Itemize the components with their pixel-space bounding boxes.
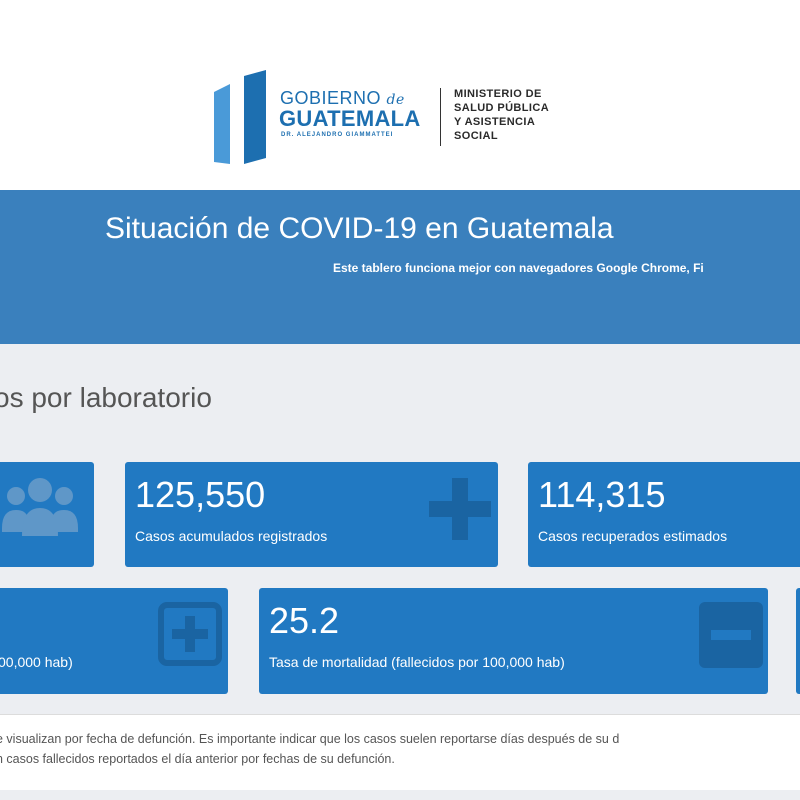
plus-icon — [427, 476, 493, 547]
people-group-icon — [0, 476, 82, 551]
page-title: Situación de COVID-19 en Guatemala — [105, 212, 614, 245]
incidence-card: 00,000 hab) — [0, 588, 228, 694]
browser-notice: Este tablero funciona mejor con navegado… — [333, 261, 704, 275]
recovered-cases-value: 114,315 — [538, 474, 666, 515]
gobierno-text: GOBIERNO de — [280, 88, 405, 108]
de-text: de — [386, 92, 405, 108]
recovered-cases-card: 114,315 Casos recuperados estimados — [528, 462, 800, 567]
logo-divider — [440, 88, 441, 146]
ministerio-text: MINISTERIO DE SALUD PÚBLICA Y ASISTENCIA… — [454, 88, 550, 142]
minus-square-icon — [699, 602, 763, 673]
plus-square-icon — [158, 602, 222, 671]
lab-cases-section: os por laboratorio 125,550 Casos acumula… — [0, 344, 800, 714]
cumulative-cases-card: 125,550 Casos acumulados registrados — [125, 462, 498, 567]
site-header: GOBIERNO de GUATEMALA DR. ALEJANDRO GIAM… — [0, 0, 800, 190]
section-title: os por laboratorio — [0, 382, 212, 413]
note-panel: e visualizan por fecha de defunción. Es … — [0, 714, 800, 800]
president-text: DR. ALEJANDRO GIAMMATTEI — [281, 132, 394, 138]
title-banner: Situación de COVID-19 en Guatemala Este … — [0, 190, 800, 344]
cumulative-cases-value: 125,550 — [135, 474, 266, 515]
recovered-cases-label: Casos recuperados estimados — [538, 528, 728, 544]
mortality-rate-label: Tasa de mortalidad (fallecidos por 100,0… — [269, 654, 565, 670]
divider — [0, 714, 800, 715]
guatemala-flag-bars-icon — [214, 70, 270, 166]
mortality-rate-value: 25.2 — [269, 600, 340, 641]
guatemala-text: GUATEMALA — [279, 106, 421, 131]
extra-card-edge — [796, 588, 800, 694]
footer-strip — [0, 790, 800, 800]
cumulative-cases-label: Casos acumulados registrados — [135, 528, 328, 544]
note-line-1: e visualizan por fecha de defunción. Es … — [0, 732, 620, 746]
incidence-label: 00,000 hab) — [0, 654, 73, 670]
mortality-rate-card: 25.2 Tasa de mortalidad (fallecidos por … — [259, 588, 768, 694]
people-card — [0, 462, 94, 567]
note-line-2: n casos fallecidos reportados el día ant… — [0, 752, 395, 766]
